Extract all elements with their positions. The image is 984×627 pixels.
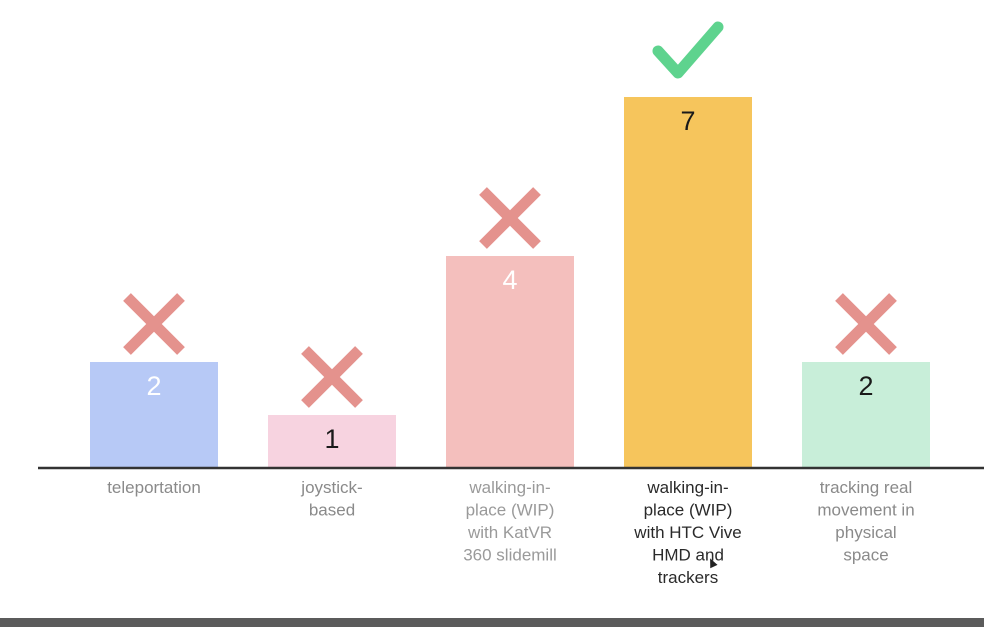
value-label-1: 2 — [146, 371, 161, 401]
category-label-line: walking-in- — [646, 478, 728, 497]
value-label-4: 7 — [680, 106, 695, 136]
category-label-3: walking-in-place (WIP) with KatVR 360 slid… — [463, 478, 557, 565]
category-label-line: tracking real — [820, 478, 913, 497]
video-bottom-strip — [0, 618, 984, 627]
category-label-line: movement in — [817, 501, 914, 520]
cross-stroke — [835, 293, 897, 355]
category-label-line: 360 slidemill — [463, 546, 557, 565]
category-label-4: walking-in-place (WIP) with HTC Vive HMD a… — [633, 478, 741, 587]
category-label-line: joystick- — [300, 478, 362, 497]
cross-stroke — [123, 293, 185, 355]
value-label-2: 1 — [324, 424, 339, 454]
value-label-3: 4 — [502, 265, 517, 295]
bars-layer — [90, 97, 930, 468]
category-label-line: teleportation — [107, 478, 201, 497]
bar-3 — [446, 256, 574, 468]
check-icon-4 — [652, 21, 724, 79]
category-label-5: tracking real movement in physical space — [817, 478, 914, 565]
category-label-line: trackers — [658, 568, 718, 587]
marks-layer — [123, 21, 897, 408]
category-label-1: teleportation — [107, 478, 201, 497]
category-label-line: with HTC Vive — [633, 523, 741, 542]
category-label-line: based — [309, 501, 355, 520]
value-labels-layer: 2 1 4 7 2 — [146, 106, 873, 454]
cross-icon-3 — [479, 187, 541, 249]
category-label-line: HMD and — [652, 546, 724, 565]
bar-2 — [268, 415, 396, 468]
category-label-line: walking-in- — [468, 478, 550, 497]
value-label-5: 2 — [858, 371, 873, 401]
cross-icon-2 — [301, 346, 363, 408]
bar-4 — [624, 97, 752, 468]
category-labels-layer: teleportation joystick-based walking-in-pl… — [107, 478, 914, 587]
cross-stroke — [479, 187, 541, 249]
category-label-line: place (WIP) — [466, 501, 555, 520]
cross-icon-1 — [123, 293, 185, 355]
category-label-line: with KatVR — [467, 523, 552, 542]
bar-5 — [802, 362, 930, 468]
cross-icon-5 — [835, 293, 897, 355]
bar-1 — [90, 362, 218, 468]
category-label-line: place (WIP) — [644, 501, 733, 520]
category-label-line: space — [843, 546, 888, 565]
category-label-line: physical — [835, 523, 896, 542]
category-label-2: joystick-based — [300, 478, 362, 520]
cross-stroke — [301, 346, 363, 408]
